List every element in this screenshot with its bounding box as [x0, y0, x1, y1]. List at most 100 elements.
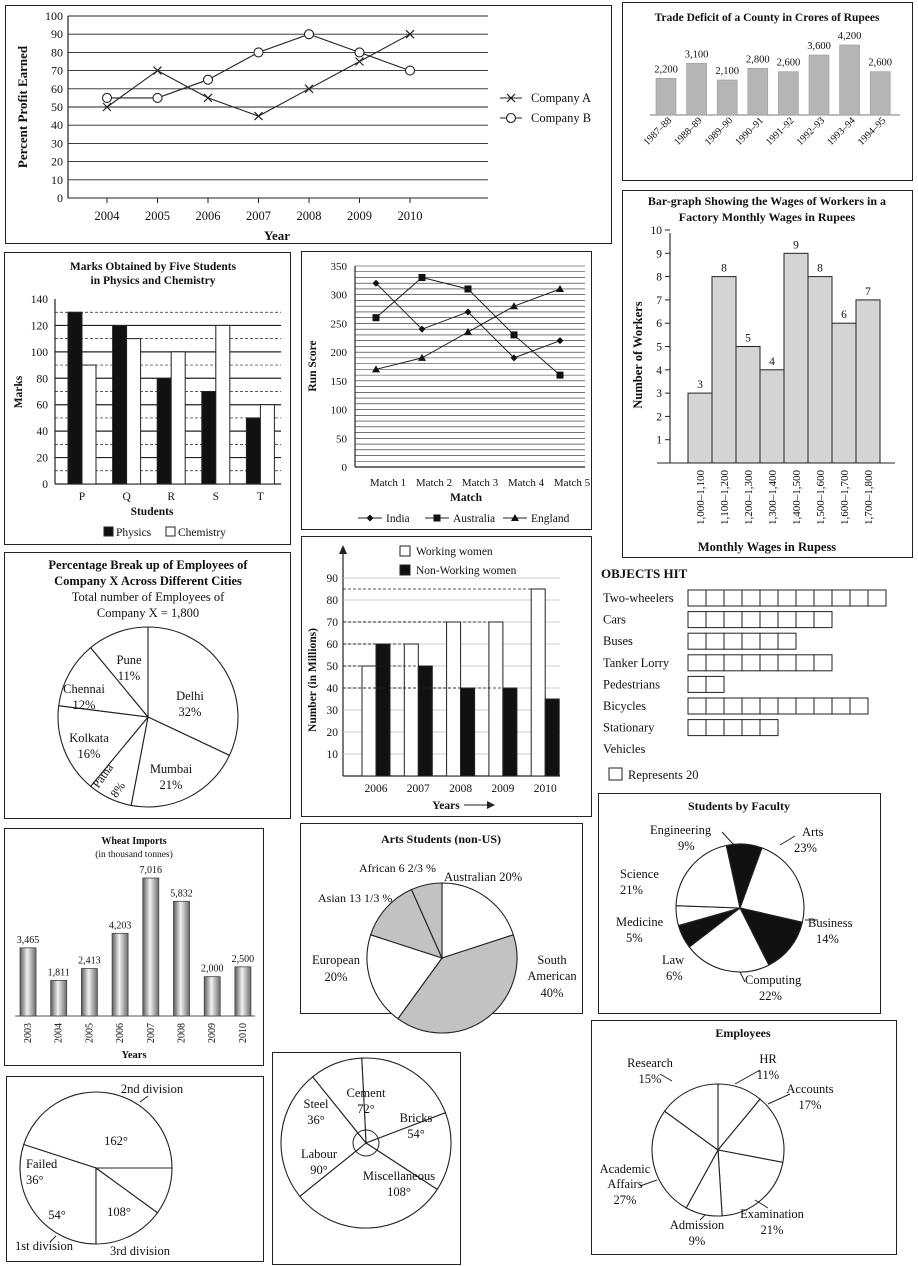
deficit-bar	[747, 68, 769, 116]
runs-ytick-label: 150	[331, 376, 348, 388]
objects-row-label: Cars	[603, 613, 626, 627]
arts-label-south-american-2: American	[527, 969, 577, 983]
runs-ytick-label: 300	[331, 290, 348, 302]
empx-slice-label: Chennai	[63, 682, 105, 696]
frame-profit	[5, 5, 612, 244]
empx-slice-label: Mumbai	[150, 762, 193, 776]
division-label-1st: 1st division	[15, 1239, 74, 1253]
wages-ytick-label: 7	[656, 295, 662, 307]
objects-icon-box	[813, 611, 833, 629]
profit-legend-marker	[506, 93, 516, 103]
wheat-category-label: 2004	[54, 1023, 65, 1043]
wages-ytick-label: 6	[656, 318, 662, 330]
wheat-subtitle: (in thousand tonnes)	[95, 849, 173, 860]
wages-ytick-label: 8	[656, 272, 662, 284]
wages-bar	[831, 322, 857, 464]
profit-xlabel: Year	[264, 228, 290, 243]
objects-icon-box	[705, 632, 725, 650]
objects-icon-box	[687, 589, 707, 607]
deficit-bar	[686, 63, 707, 116]
objects-icon-box	[777, 632, 797, 650]
materials-slice-miscellaneous	[299, 1142, 438, 1229]
arts-value-european: 20%	[325, 970, 348, 984]
runs-ylabel: Run Score	[307, 340, 319, 391]
empx-slice-label: Kolkata	[69, 731, 109, 745]
profit-point-company-b	[404, 65, 416, 76]
runs-legend-marker	[511, 514, 519, 521]
runs-point-england	[510, 302, 518, 310]
faculty-slice-value: 9%	[678, 839, 695, 853]
wages-bar	[807, 276, 833, 464]
deficit-value-label: 2,600	[777, 58, 801, 69]
women-category-label: 2009	[491, 783, 514, 795]
frame-women	[301, 536, 592, 817]
marks-ytick-label: 100	[31, 347, 49, 359]
wages-ytick-label: 5	[656, 342, 662, 354]
runs-point-india	[418, 325, 426, 333]
objects-icon-box	[741, 697, 761, 715]
women-bar-non-working-women	[460, 687, 476, 777]
faculty-slice-business	[738, 907, 804, 966]
runs-ytick-label: 0	[342, 462, 348, 474]
runs-xtick-label: Match 3	[462, 477, 499, 489]
women-ytick-label: 70	[327, 617, 339, 629]
frame-wheat	[4, 828, 264, 1066]
division-label-2nd: 2nd division	[121, 1082, 184, 1096]
women-xlabel: Years	[432, 800, 460, 812]
arts-label-african: African 6 2/3 %	[359, 861, 436, 875]
marks-legend-label: Chemistry	[178, 527, 226, 539]
runs-ytick-label: 350	[331, 261, 348, 273]
runs-point-india	[372, 279, 380, 287]
empx-slice-label: Pune	[117, 653, 142, 667]
frame-wages	[622, 190, 913, 558]
objects-icon-box	[705, 675, 725, 693]
marks-ytick-label: 80	[37, 373, 49, 385]
objects-key-box	[608, 767, 623, 781]
marks-legend-label: Physics	[116, 527, 152, 539]
wheat-category-label: 2005	[84, 1023, 95, 1043]
marks-title-line1: Marks Obtained by Five Students	[70, 261, 237, 273]
empx-slice-value: 11%	[118, 669, 140, 683]
wages-value-label: 6	[841, 309, 847, 321]
women-x-arrow-head	[487, 801, 495, 809]
runs-point-india	[464, 308, 472, 316]
employees-leader-line	[639, 1179, 658, 1187]
profit-xtick-label: 2010	[398, 209, 423, 223]
wheat-value-label: 2,413	[78, 956, 101, 967]
employees-slice-label: Admission	[670, 1218, 725, 1232]
wheat-bar	[173, 900, 190, 1017]
frame-faculty	[598, 793, 881, 1014]
marks-legend-swatch-chemistry	[165, 526, 176, 537]
objects-icon-box	[759, 632, 779, 650]
division-leader-line	[49, 1235, 57, 1243]
marks-category-label: R	[167, 491, 175, 503]
marks-ytick-label: 0	[42, 479, 48, 491]
wages-bar	[783, 252, 809, 464]
materials-value-bricks: 54°	[407, 1127, 425, 1141]
profit-point-company-a	[102, 102, 112, 112]
profit-ytick-label: 90	[51, 27, 63, 41]
wages-category-label: 1,200–1,300	[743, 470, 755, 526]
deficit-value-label: 2,800	[746, 54, 770, 65]
profit-point-company-a	[203, 93, 213, 103]
runs-legend-marker	[366, 514, 374, 522]
wheat-bar	[81, 968, 98, 1017]
women-bar-non-working-women	[417, 665, 433, 777]
empx-slice-pune	[89, 626, 149, 719]
marks-bar-chemistry	[81, 364, 97, 485]
women-category-label: 2010	[534, 783, 557, 795]
women-ytick-label: 10	[327, 749, 339, 761]
women-ytick-label: 40	[327, 683, 339, 695]
women-ytick-label: 30	[327, 705, 339, 717]
objects-icon-box	[741, 611, 761, 629]
objects-row-label: Pedestrians	[603, 677, 660, 691]
wheat-category-label: 2010	[238, 1023, 249, 1043]
profit-xtick-label: 2004	[95, 209, 121, 223]
objects-icon-box	[777, 611, 797, 629]
profit-point-company-a	[153, 66, 162, 76]
runs-ytick-label: 250	[331, 318, 348, 330]
division-value-3rd: 108°	[107, 1205, 131, 1219]
objects-row-label: Tanker Lorry	[603, 656, 670, 670]
faculty-slice-arts	[739, 847, 805, 923]
wages-title-line2: Factory Monthly Wages in Rupees	[679, 210, 856, 224]
